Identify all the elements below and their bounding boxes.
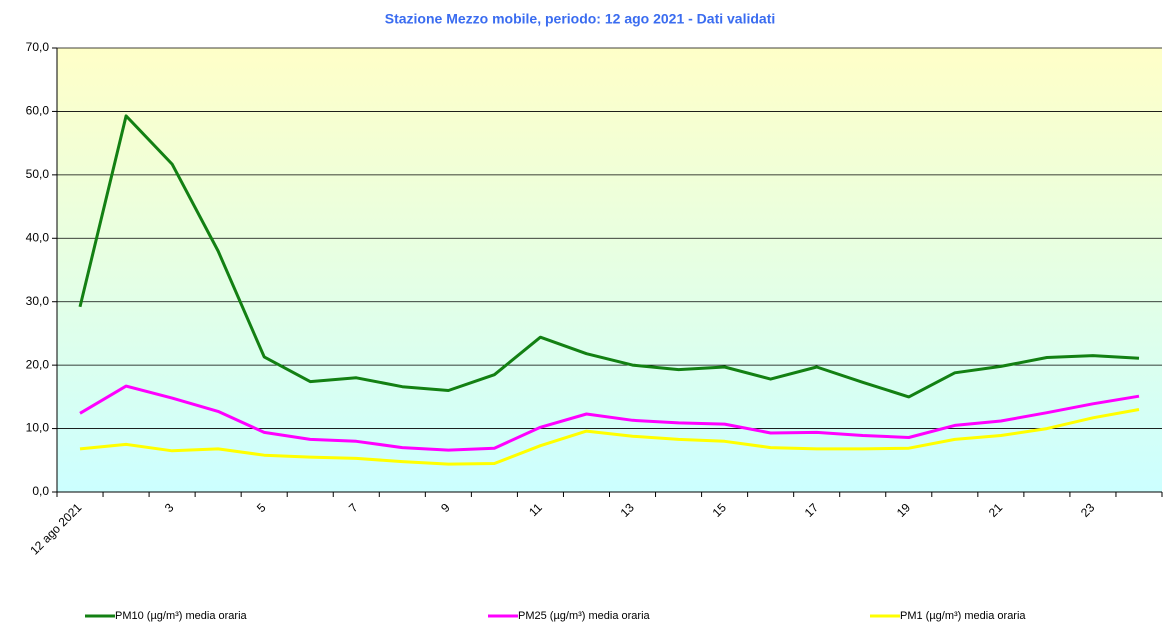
y-tick-label: 70,0: [26, 40, 50, 54]
series-line: [79, 408, 1140, 466]
x-tick-label: 11: [526, 500, 545, 519]
y-tick-label: 20,0: [26, 357, 50, 371]
x-tick-label: 21: [986, 500, 1006, 520]
x-tick-label: 19: [894, 500, 914, 520]
x-tick-label: 17: [802, 500, 822, 520]
y-tick-label: 10,0: [26, 421, 50, 435]
x-tick-label: 13: [618, 500, 638, 520]
plot-area: [57, 48, 1162, 492]
x-tick-label: 9: [438, 500, 453, 515]
y-tick-label: 30,0: [26, 294, 50, 308]
x-tick-label: 15: [710, 500, 730, 520]
y-tick-label: 50,0: [26, 167, 50, 181]
x-tick-label: 12 ago 2021: [27, 500, 84, 557]
x-tick-label: 7: [346, 500, 361, 515]
x-tick-label: 5: [254, 500, 269, 515]
x-tick-label: 23: [1078, 500, 1098, 520]
legend-label: PM25 (µg/m³) media oraria: [518, 610, 651, 622]
series-line: [79, 384, 1140, 452]
legend-label: PM1 (µg/m³) media oraria: [900, 610, 1026, 622]
y-tick-label: 0,0: [32, 484, 49, 498]
series-line: [78, 114, 1140, 399]
x-tick-label: 3: [162, 500, 177, 515]
chart-title: Stazione Mezzo mobile, periodo: 12 ago 2…: [385, 11, 776, 27]
legend-label: PM10 (µg/m³) media oraria: [115, 610, 248, 622]
y-tick-label: 60,0: [26, 104, 50, 118]
y-tick-label: 40,0: [26, 230, 50, 244]
